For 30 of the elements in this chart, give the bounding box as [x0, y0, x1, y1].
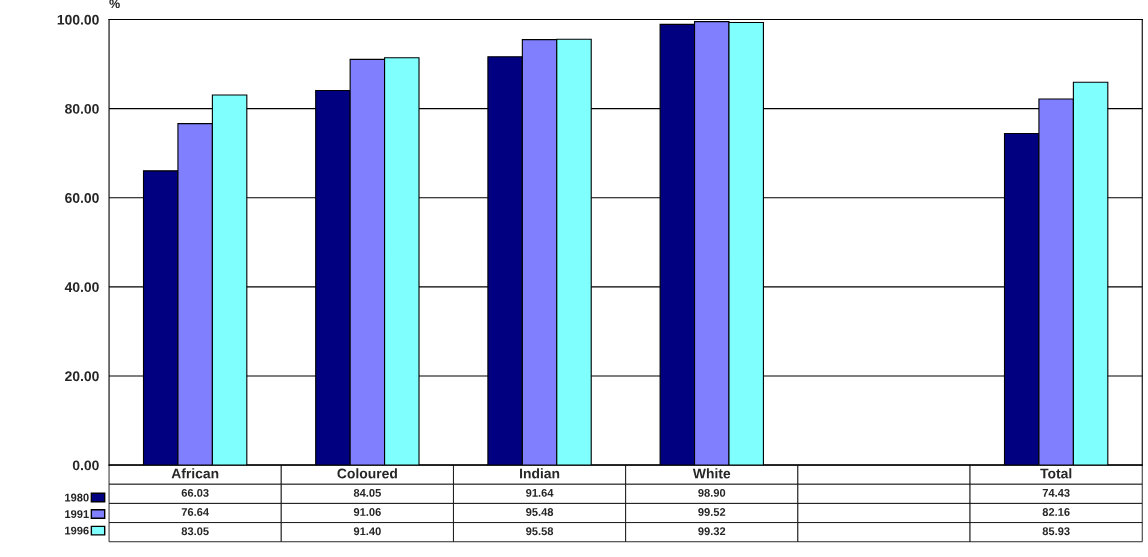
- data-label: 95.48: [526, 508, 554, 516]
- data-label: 95.58: [526, 527, 554, 536]
- y-axis-title: %: [109, 0, 120, 9]
- y-tick-label: 80.00: [65, 103, 99, 114]
- y-tick-label: 40.00: [64, 282, 99, 293]
- data-label: 99.32: [698, 527, 726, 536]
- data-label: 83.05: [181, 527, 209, 536]
- x-tick-label: Coloured: [337, 468, 397, 479]
- data-label: 84.05: [353, 488, 381, 497]
- data-label: 91.40: [353, 527, 381, 536]
- data-label: 99.52: [698, 508, 726, 516]
- legend-label: 1996: [65, 526, 89, 535]
- y-tick-label: 60.00: [65, 193, 99, 203]
- x-tick-label: Indian: [520, 468, 560, 479]
- x-tick-label: White: [692, 468, 731, 479]
- x-tick-label: African: [171, 468, 219, 479]
- y-tick-label: 100.00: [57, 14, 99, 25]
- data-label: 98.90: [698, 488, 726, 497]
- data-label: 74.43: [1042, 488, 1070, 497]
- data-label: 91.64: [526, 488, 554, 497]
- x-tick-label: Total: [1040, 468, 1072, 479]
- data-label: 85.93: [1042, 527, 1070, 536]
- data-label: 76.64: [181, 508, 209, 516]
- y-tick-label: 20.00: [65, 371, 99, 382]
- y-tick-label: 0.00: [72, 460, 99, 471]
- legend-label: 1991: [65, 510, 89, 519]
- data-label: 82.16: [1042, 508, 1070, 516]
- data-label: 66.03: [181, 488, 209, 497]
- legend-label: 1980: [65, 493, 89, 502]
- data-label: 91.06: [353, 508, 381, 516]
